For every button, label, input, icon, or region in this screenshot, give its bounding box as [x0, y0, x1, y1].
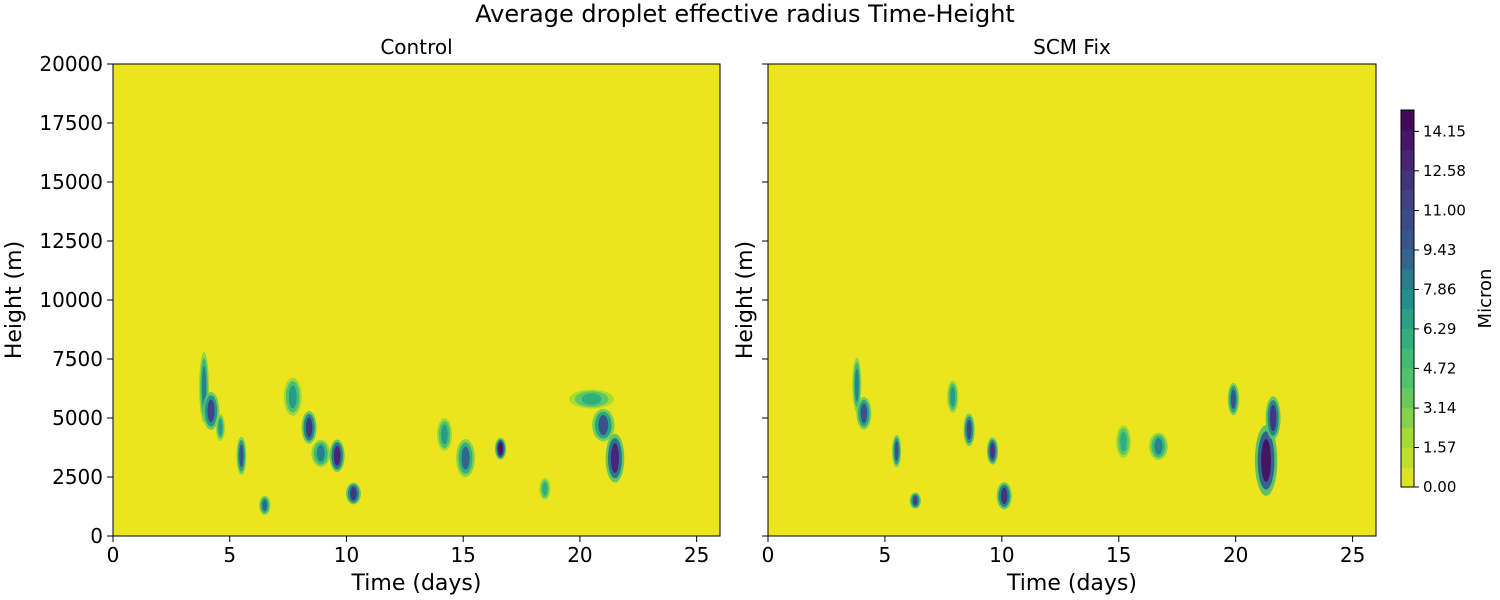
x-tick-label: 5	[223, 543, 236, 567]
heatmap-cell	[262, 499, 268, 512]
heatmap-cell	[1000, 487, 1008, 505]
colorbar-tick-label: 0.00	[1423, 478, 1456, 496]
colorbar-segment	[1401, 268, 1414, 290]
heatmap-cell	[581, 393, 602, 405]
heatmap-cell	[1269, 404, 1277, 432]
heatmap-cell	[966, 419, 972, 440]
heatmap-cell	[894, 441, 899, 461]
colorbar-segment	[1401, 467, 1414, 488]
x-tick-label: 25	[684, 543, 709, 567]
colorbar-label: Micron	[1475, 269, 1496, 329]
colorbar-tick-label: 14.15	[1423, 122, 1466, 140]
y-tick-label: 0	[90, 524, 103, 548]
colorbar-tick-label: 4.72	[1423, 359, 1456, 377]
x-tick-label: 0	[762, 543, 775, 567]
heatmap-cell	[598, 415, 609, 435]
heatmap-cell	[1230, 389, 1236, 410]
heatmap-cell	[990, 442, 995, 460]
x-axis-label: Time (days)	[1006, 571, 1137, 596]
colorbar-tick-label: 6.29	[1423, 320, 1456, 338]
y-tick-label: 10000	[39, 288, 103, 312]
heatmap-cell	[1120, 431, 1127, 452]
y-tick-label: 17500	[39, 111, 103, 135]
colorbar-segment	[1401, 427, 1414, 448]
x-tick-label: 10	[334, 543, 359, 567]
panel-scm-fix: SCM Fix 0 5 10 15 20 25 Time (days) Height (m)	[733, 35, 1377, 596]
x-axis-label: Time (days)	[351, 571, 482, 596]
heatmap-cell	[441, 424, 448, 445]
heatmap-cell	[239, 444, 244, 468]
colorbar: 0.00 1.57 3.14 4.72 6.29 7.86 9.43 11.00 12.58 14…	[1400, 109, 1496, 496]
x-tick-label: 20	[567, 543, 592, 567]
heatmap-cell	[288, 385, 297, 409]
colorbar-segment	[1401, 387, 1414, 409]
heatmap-cell	[854, 368, 859, 402]
panel-control: Control 0 5 10 15 20 25 0 2500 5000 7500 10000 12500…	[2, 35, 721, 596]
colorbar-segment	[1401, 348, 1414, 369]
y-tick-label: 2500	[52, 465, 103, 489]
x-tick-label: 20	[1223, 543, 1248, 567]
figure-title: Average droplet effective radius Time-He…	[475, 0, 1015, 28]
colorbar-tick-label: 3.14	[1423, 399, 1456, 417]
heatmap-cell	[542, 482, 548, 496]
heatmap-cell	[207, 399, 215, 423]
heatmap-background	[113, 64, 720, 536]
heatmap-cell	[950, 386, 956, 407]
x-tick-label: 25	[1340, 543, 1365, 567]
colorbar-segment	[1401, 209, 1414, 230]
colorbar-segment	[1401, 328, 1414, 349]
heatmap-cell	[860, 403, 868, 424]
colorbar-segment	[1401, 288, 1414, 310]
heatmap-cell	[350, 486, 357, 501]
colorbar-segment	[1401, 229, 1414, 250]
colorbar-segment	[1401, 248, 1414, 270]
heatmap-cell	[1261, 439, 1272, 482]
y-tick-label: 7500	[52, 347, 103, 371]
colorbar-segment	[1401, 447, 1414, 468]
y-tick-label: 20000	[39, 52, 103, 76]
colorbar-tick-label: 9.43	[1423, 241, 1456, 259]
colorbar-segment	[1401, 169, 1414, 190]
y-tick-label: 5000	[52, 406, 103, 430]
colorbar-tick-label: 11.00	[1423, 202, 1466, 220]
x-tick-label: 0	[107, 543, 120, 567]
colorbar-segment	[1401, 110, 1414, 131]
y-tick-label: 15000	[39, 170, 103, 194]
heatmap-background	[768, 64, 1376, 536]
colorbar-segment	[1401, 367, 1414, 389]
heatmap-cell	[305, 417, 313, 438]
colorbar-segment	[1401, 308, 1414, 329]
colorbar-segment	[1401, 129, 1414, 151]
heatmap-cell	[333, 445, 341, 466]
x-tick-label: 15	[1106, 543, 1131, 567]
heatmap-cell	[912, 495, 918, 506]
colorbar-segment	[1401, 407, 1414, 429]
heatmap-features	[852, 357, 1281, 510]
colorbar-tick-label: 12.58	[1423, 162, 1466, 180]
heatmap-cell	[610, 443, 620, 473]
x-tick-label: 5	[879, 543, 892, 567]
panel-title: Control	[380, 35, 452, 59]
colorbar-tick-label: 1.57	[1423, 439, 1456, 457]
heatmap-cell	[218, 419, 223, 436]
y-axis-label: Height (m)	[2, 241, 27, 359]
colorbar-tick-label: 7.86	[1423, 280, 1456, 298]
heatmap-cell	[1154, 438, 1163, 455]
y-tick-label: 12500	[39, 229, 103, 253]
heatmap-cell	[498, 442, 503, 456]
panel-title: SCM Fix	[1033, 35, 1111, 59]
heatmap-cell	[461, 446, 470, 470]
colorbar-segment	[1401, 189, 1414, 210]
y-axis-label: Height (m)	[733, 241, 758, 359]
x-tick-label: 15	[450, 543, 475, 567]
heatmap-cell	[316, 445, 325, 462]
colorbar-frame	[1400, 109, 1415, 488]
colorbar-segment	[1401, 149, 1414, 171]
heatmap-features	[199, 352, 625, 515]
x-tick-label: 10	[989, 543, 1014, 567]
